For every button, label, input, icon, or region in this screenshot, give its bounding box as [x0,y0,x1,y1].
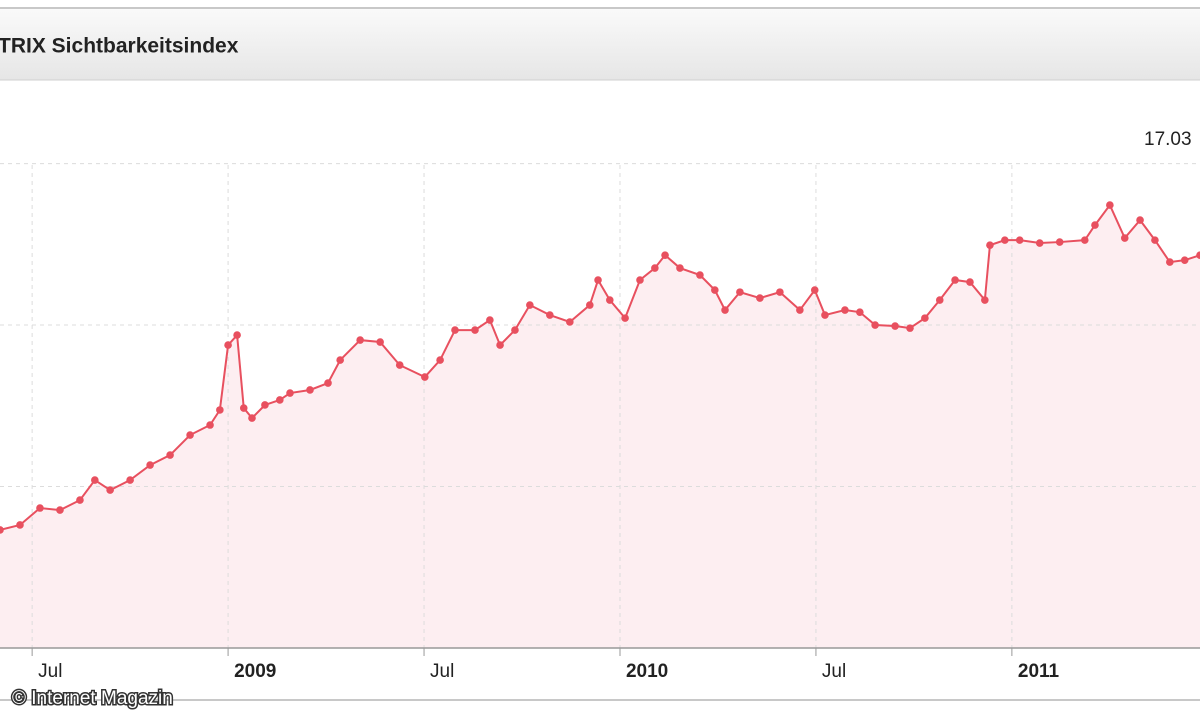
point [1166,258,1174,266]
point [871,321,879,329]
point [546,311,554,319]
point [776,288,784,296]
point [206,421,214,429]
point [1196,251,1200,259]
point [1080,236,1089,244]
point [935,296,944,304]
point [496,341,504,349]
x-tick-label: 2009 [234,661,276,682]
point [239,404,248,412]
point [36,504,44,512]
point [526,301,534,309]
point [821,311,829,319]
point [91,476,99,484]
point [395,361,404,369]
point [146,461,154,469]
point [421,373,429,381]
point [126,476,134,484]
point [1120,234,1129,242]
point [486,316,494,324]
point [0,526,4,534]
point [451,326,459,334]
point [1180,256,1189,264]
point [56,506,64,514]
point [336,356,344,364]
point [605,296,614,304]
watermark: © Internet Magazin [12,688,173,709]
point [1151,236,1159,244]
point [636,276,644,284]
area [0,205,1200,648]
point [224,341,232,349]
point [286,389,294,397]
point [1055,238,1064,246]
point [76,496,84,504]
point [891,322,899,330]
point [966,278,974,286]
x-tick-label: Jul [430,661,454,682]
x-tick-label: Jul [822,661,846,682]
point [1091,221,1099,229]
point [1136,216,1144,224]
point [856,308,864,316]
point [1035,239,1044,247]
point [621,314,629,322]
point [651,264,659,272]
point [166,451,174,459]
point [756,294,764,302]
point [261,401,269,409]
x-tick-label: 2010 [626,661,668,682]
point [906,324,914,332]
point [736,288,744,296]
point [511,326,519,334]
point [186,431,194,439]
point [106,486,114,494]
point [721,306,729,314]
point [216,406,224,414]
annotation: 17.03 [1144,129,1192,150]
point [356,336,364,344]
point [276,396,284,404]
point [1015,236,1024,244]
header-bar [0,8,1200,80]
point [471,326,479,334]
point [676,264,684,272]
point [810,286,819,294]
point [986,241,994,249]
point [981,296,989,304]
point [306,386,314,394]
point [16,521,24,529]
point [951,276,959,284]
point [696,271,704,279]
point [376,338,384,346]
point [1001,236,1009,244]
plot-area: Jul 2009 Jul 2010 Jul 2011 [0,163,1200,682]
point [661,251,669,259]
point [233,331,241,339]
point [566,318,574,326]
point [324,379,332,387]
x-tick-label: Jul [38,661,62,682]
point [921,314,929,322]
point [436,356,444,364]
x-tick-label: 2011 [1018,661,1060,682]
point [841,306,849,314]
point [586,301,594,309]
point [796,306,804,314]
point [1106,201,1114,209]
chart-title: TRIX Sichtbarkeitsindex [0,35,239,58]
point [248,414,256,422]
point [594,276,602,284]
point [711,286,719,294]
